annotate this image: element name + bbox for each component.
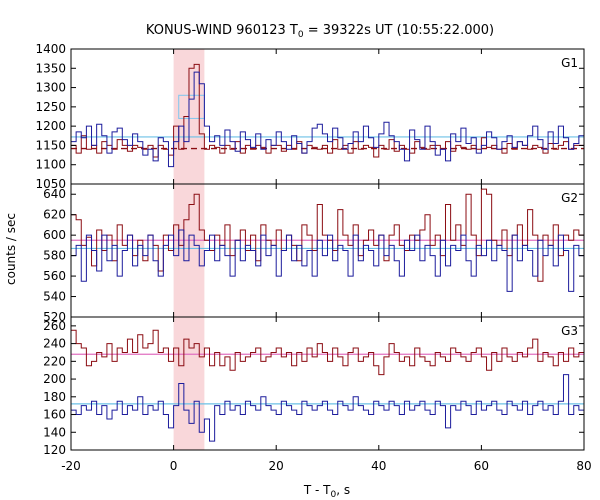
y-tick-label: 140 <box>43 425 66 439</box>
x-tick-label: 60 <box>474 459 489 473</box>
x-tick-label: 20 <box>269 459 284 473</box>
y-tick-label: 520 <box>43 310 66 324</box>
red-count-series <box>71 63 584 158</box>
y-tick-label: 1100 <box>35 158 66 172</box>
y-tick-label: 640 <box>43 187 66 201</box>
y-tick-label: 1300 <box>35 81 66 95</box>
chart-title-suffix: = 39322s UT (10:55:22.000) <box>304 23 494 38</box>
x-axis-label: T - T0, s <box>303 483 350 500</box>
blue-count-series <box>71 71 584 168</box>
y-tick-label: 580 <box>43 249 66 263</box>
y-tick-label: 180 <box>43 390 66 404</box>
y-tick-label: 260 <box>43 319 66 333</box>
x-tick-labels: -20 0 20 40 60 80 <box>61 459 591 473</box>
red-count-series <box>71 329 584 376</box>
x-tick-label: -20 <box>61 459 81 473</box>
chart-title-prefix: KONUS-WIND 960123 T <box>146 23 298 38</box>
y-tick-label: 560 <box>43 269 66 283</box>
y-tick-label: 1350 <box>35 61 66 75</box>
blue-count-series <box>71 229 584 292</box>
panel-frame <box>70 316 585 451</box>
x-axis-label-suffix: , s <box>336 483 350 497</box>
blue-count-series <box>71 374 584 442</box>
x-axis-label-prefix: T - T <box>303 483 331 497</box>
x-tick-label: 80 <box>576 459 591 473</box>
y-tick-label: 1400 <box>35 42 66 56</box>
y-tick-label: 220 <box>43 354 66 368</box>
burst-interval-highlight <box>173 317 205 450</box>
panel-g3: 260 240 220 200 180 160 140 120 G3 <box>43 316 585 457</box>
chart-title-subscript: 0 <box>298 30 304 40</box>
panel-label: G3 <box>561 324 578 338</box>
x-tick-label: 40 <box>371 459 386 473</box>
panel-g1: 1400 1350 1300 1250 1200 1150 1100 1050 G1 <box>35 42 585 191</box>
y-tick-label: 1250 <box>35 100 66 114</box>
y-tick-label: 240 <box>43 337 66 351</box>
x-axis-label-subscript: 0 <box>331 490 337 500</box>
y-tick-label: 1150 <box>35 138 66 152</box>
y-tick-label: 620 <box>43 208 66 222</box>
y-tick-label: 600 <box>43 228 66 242</box>
y-tick-label: 540 <box>43 290 66 304</box>
y-axis-label: counts / sec <box>4 213 18 285</box>
y-tick-label: 160 <box>43 408 66 422</box>
panel-label: G1 <box>561 56 578 70</box>
panel-g2: 640 620 600 580 560 540 520 G2 <box>43 183 585 324</box>
y-tick-label: 1050 <box>35 177 66 191</box>
y-tick-label: 1200 <box>35 119 66 133</box>
panel-frame <box>70 48 585 185</box>
y-tick-label: 120 <box>43 443 66 457</box>
panel-label: G2 <box>561 191 578 205</box>
y-tick-label: 200 <box>43 372 66 386</box>
x-tick-label: 0 <box>170 459 178 473</box>
chart-title: KONUS-WIND 960123 T0 = 39322s UT (10:55:… <box>146 23 494 40</box>
